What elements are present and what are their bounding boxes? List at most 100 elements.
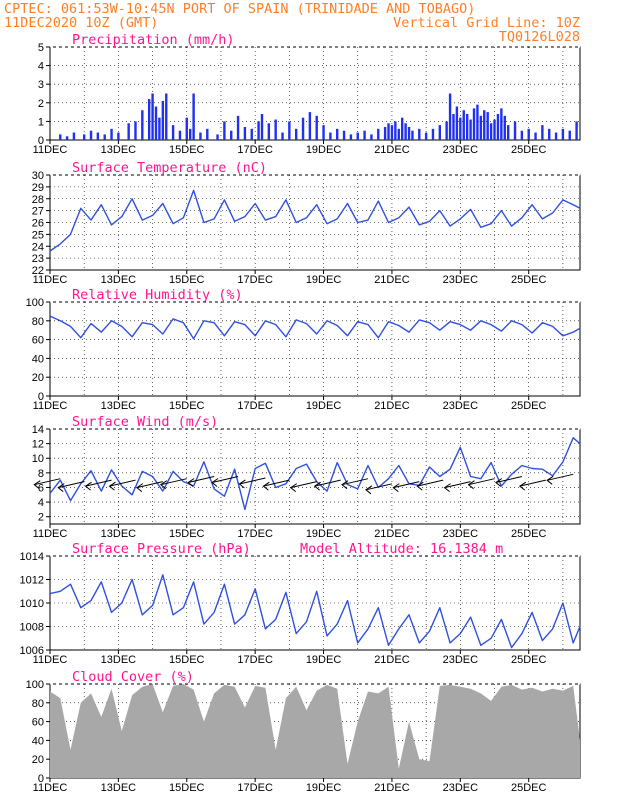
precip-bar	[59, 134, 62, 140]
rh-ytick-label: 80	[32, 316, 44, 328]
temp-xtick-label: 23DEC	[443, 274, 479, 286]
temp-xtick-label: 19DEC	[306, 274, 342, 286]
rh-xtick-label: 25DEC	[511, 400, 547, 412]
pres-xtick-label: 25DEC	[511, 654, 547, 666]
precip-bar	[377, 128, 380, 140]
wind-wind-arrow	[314, 479, 341, 487]
rh-panel: 0 20 40 60 80 100 11DEC 13DEC 15DEC 17DEC 19DEC 21D…	[26, 287, 581, 412]
wind-ytick-label: 4	[38, 497, 44, 509]
rh-ytick-label: 100	[26, 297, 44, 309]
precip-bar	[158, 117, 161, 140]
precip-bar	[568, 130, 571, 140]
precip-bar	[479, 115, 483, 140]
temp-xtick-label: 25DEC	[511, 274, 547, 286]
precip-bar	[243, 126, 247, 140]
temp-ytick-label: 25	[32, 229, 44, 241]
wind-wind-arrowhead	[211, 478, 219, 487]
precip-bar	[178, 130, 182, 140]
precip-bar	[171, 125, 175, 140]
cloud-ytick-label: 80	[32, 698, 44, 710]
wind-wind-arrow	[393, 481, 420, 489]
precip-bar	[534, 132, 537, 140]
temp-xtick-label: 17DEC	[237, 274, 273, 286]
wind-wind-arrowhead	[313, 481, 321, 491]
precip-ytick-label: 4	[38, 61, 44, 73]
precip-bar	[192, 93, 195, 140]
pres-ytick-label: 1014	[20, 551, 44, 563]
precip-xtick-label: 25DEC	[511, 144, 547, 156]
wind-wind-arrow	[188, 476, 215, 483]
wind-wind-arrowhead	[238, 479, 246, 489]
header-code: TQ0126L028	[499, 29, 580, 45]
wind-wind-arrow	[290, 481, 317, 489]
precip-bar	[230, 130, 233, 140]
wind-xtick-label: 11DEC	[33, 528, 68, 540]
temp-ytick-label: 26	[32, 218, 44, 230]
precip-bar	[260, 113, 264, 140]
precip-bar	[394, 121, 397, 140]
rh-xtick-label: 17DEC	[237, 400, 273, 412]
wind-xtick-label: 25DEC	[511, 528, 547, 540]
precip-bar	[185, 117, 188, 140]
wind-wind-arrowhead	[392, 483, 400, 493]
wind-wind-arrow	[239, 477, 266, 485]
header-location: CPTEC: 061:53W-10:45N PORT OF SPAIN (TRI…	[4, 1, 475, 17]
temp-title: Surface Temperature (nC)	[72, 160, 267, 176]
wind-wind-arrowhead	[187, 478, 195, 487]
cloud-panel: 0 20 40 60 80 100 11DEC 13DEC 15DEC 17DEC 19DEC 21D…	[26, 669, 581, 794]
wind-wind-arrowhead	[467, 480, 475, 490]
wind-wind-arrow	[160, 478, 187, 486]
precip-bar	[117, 132, 120, 140]
precip-xtick-label: 23DEC	[443, 144, 479, 156]
rh-xtick-label: 13DEC	[101, 400, 137, 412]
precip-bar	[383, 126, 387, 140]
precip-bar	[223, 121, 226, 140]
precip-ytick-label: 1	[38, 116, 44, 128]
pres-xtick-label: 11DEC	[33, 654, 68, 666]
precip-bar	[424, 132, 428, 140]
precip-bar	[356, 132, 359, 140]
cloud-ytick-label: 0	[38, 773, 44, 785]
pres-series-line	[49, 574, 581, 649]
precip-bar	[301, 117, 305, 140]
precip-bar	[363, 130, 366, 140]
precip-bar	[513, 121, 517, 140]
precip-bar	[370, 134, 373, 140]
precip-xtick-label: 13DEC	[101, 144, 137, 156]
precip-bar	[288, 121, 291, 140]
precip-bar	[250, 128, 253, 140]
precip-bar	[455, 106, 459, 140]
rh-ytick-label: 40	[32, 353, 44, 365]
precip-bar	[489, 123, 493, 140]
precip-bar	[469, 119, 472, 140]
cloud-xtick-label: 17DEC	[237, 782, 273, 794]
wind-frame	[49, 428, 581, 525]
rh-xtick-label: 15DEC	[169, 400, 205, 412]
rh-xtick-label: 23DEC	[443, 400, 479, 412]
wind-wind-arrow	[519, 479, 546, 487]
precip-bar	[387, 123, 390, 140]
precip-bar	[342, 130, 346, 140]
pres-ytick-label: 1010	[20, 598, 44, 610]
wind-wind-arrowhead	[518, 481, 527, 491]
precip-bar	[400, 117, 404, 140]
precip-bar	[452, 113, 455, 140]
wind-xtick-label: 17DEC	[237, 528, 273, 540]
rh-ytick-label: 60	[32, 335, 44, 347]
precip-xtick-label: 11DEC	[33, 144, 68, 156]
precip-bar	[257, 121, 260, 140]
wind-ytick-label: 6	[38, 482, 44, 494]
precip-bar	[541, 125, 544, 140]
rh-xtick-label: 21DEC	[374, 400, 410, 412]
wind-wind-arrowhead	[135, 483, 144, 493]
wind-wind-arrowhead	[84, 481, 92, 491]
precip-bar	[496, 113, 500, 140]
pres-xtick-label: 15DEC	[169, 654, 205, 666]
wind-xtick-label: 19DEC	[306, 528, 342, 540]
precip-bar	[151, 93, 154, 140]
wind-wind-arrowhead	[289, 483, 297, 493]
wind-wind-arrowhead	[108, 481, 116, 491]
wind-xtick-label: 15DEC	[169, 528, 205, 540]
wind-wind-arrowhead	[495, 478, 503, 487]
